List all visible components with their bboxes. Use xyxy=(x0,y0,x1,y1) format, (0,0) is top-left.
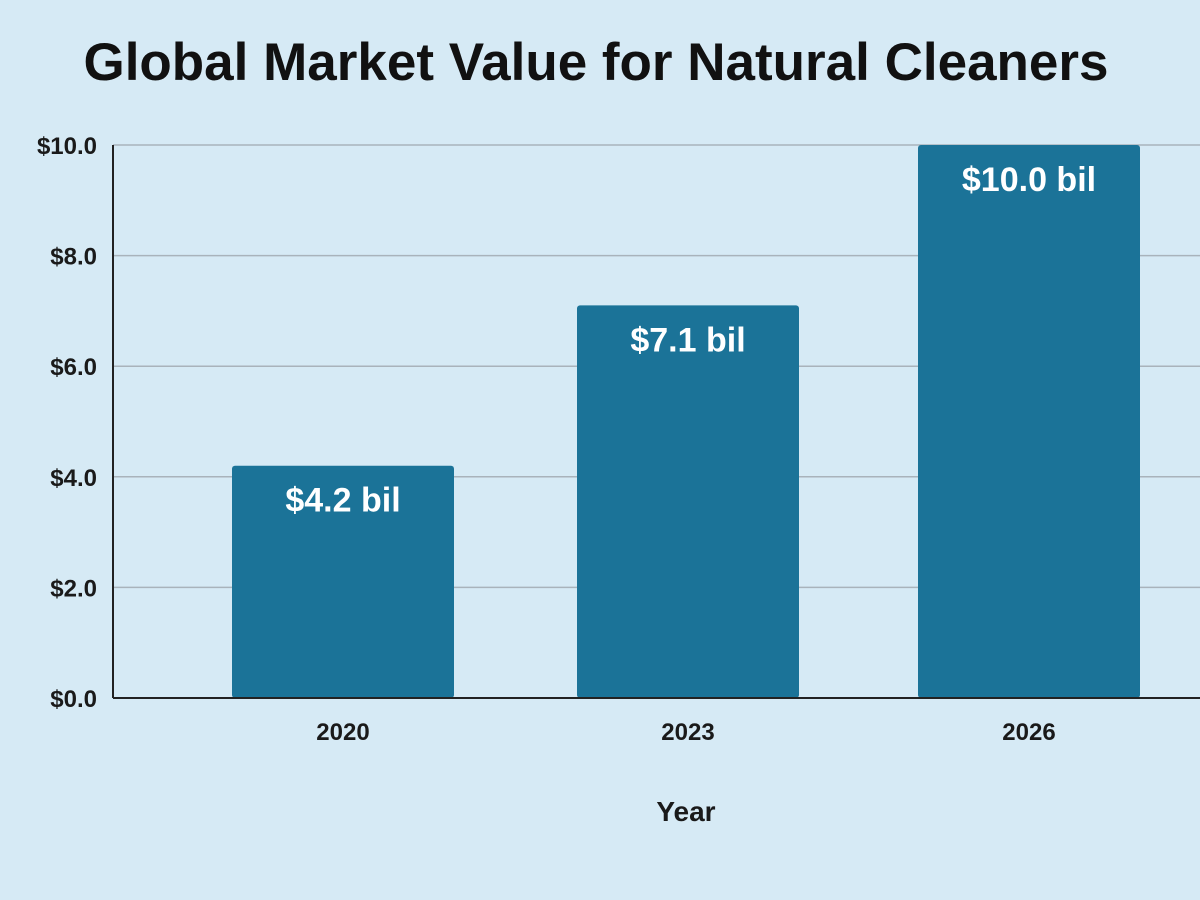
bar-2020 xyxy=(232,465,454,698)
y-tick-label: $0.0 xyxy=(50,686,97,713)
x-tick-label: 2020 xyxy=(316,719,369,746)
y-tick-label: $2.0 xyxy=(50,575,97,602)
y-tick-label: $8.0 xyxy=(50,244,97,271)
x-tick-label: 2026 xyxy=(1002,719,1055,746)
bar-2023 xyxy=(577,305,799,698)
labels: $0.0 $2.0 $4.0 $6.0 $8.0 $10.0 $4.2 bil 2020 $7.… xyxy=(37,133,1096,746)
x-axis-title: Year xyxy=(656,796,715,827)
y-tick-label: $6.0 xyxy=(50,354,97,381)
axes xyxy=(112,145,1200,699)
bar-2026 xyxy=(918,145,1140,698)
data-label: $7.1 bil xyxy=(630,321,745,359)
x-tick-label: 2023 xyxy=(661,719,714,746)
bars xyxy=(232,145,1140,698)
data-label: $10.0 bil xyxy=(962,161,1096,199)
y-tick-label: $4.0 xyxy=(50,465,97,492)
chart-title: Global Market Value for Natural Cleaners xyxy=(83,33,1109,92)
y-tick-label: $10.0 xyxy=(37,133,97,160)
data-label: $4.2 bil xyxy=(285,482,400,520)
